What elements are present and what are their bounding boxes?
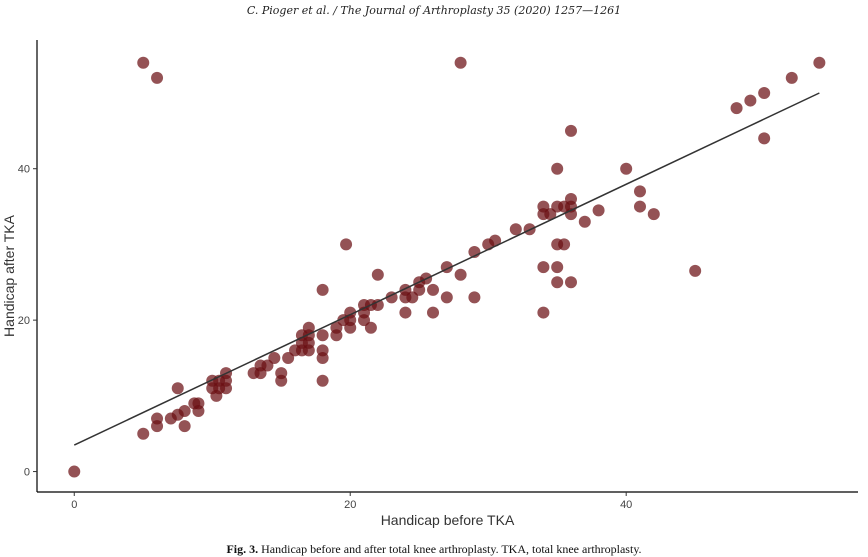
data-point	[647, 208, 660, 221]
data-point	[406, 291, 419, 304]
data-point	[261, 359, 274, 372]
data-point	[137, 56, 150, 69]
data-point	[427, 283, 440, 296]
data-point	[192, 397, 205, 410]
data-point	[744, 94, 757, 107]
data-point	[813, 56, 826, 69]
data-point	[564, 124, 577, 137]
data-point	[620, 162, 633, 175]
x-tick-label: 20	[344, 499, 356, 511]
data-point	[268, 351, 281, 364]
data-point	[330, 321, 343, 334]
data-point	[316, 283, 329, 296]
data-point	[151, 412, 164, 425]
data-point	[551, 261, 564, 274]
data-point	[440, 291, 453, 304]
data-point	[537, 200, 550, 213]
data-point	[340, 238, 353, 251]
data-point	[371, 298, 384, 311]
data-point	[489, 234, 502, 247]
data-point	[151, 71, 164, 84]
data-point	[551, 276, 564, 289]
regression-line	[73, 92, 820, 446]
points-layer	[68, 56, 826, 478]
data-point	[302, 321, 315, 334]
ticks-layer: 0 20 40 0 20 40	[18, 164, 633, 511]
data-point	[592, 204, 605, 217]
data-point	[564, 192, 577, 205]
data-point	[633, 185, 646, 198]
data-point	[578, 215, 591, 228]
data-point	[316, 344, 329, 357]
data-point	[544, 208, 557, 221]
caption-text: Handicap before and after total knee art…	[261, 542, 642, 556]
data-point	[171, 382, 184, 395]
data-point	[758, 86, 771, 99]
x-tick-label: 0	[71, 499, 77, 511]
data-point	[454, 56, 467, 69]
x-axis-title: Handicap before TKA	[381, 512, 515, 528]
data-point	[364, 321, 377, 334]
data-point	[316, 329, 329, 342]
data-point	[537, 261, 550, 274]
data-point	[282, 351, 295, 364]
figure-caption: Fig. 3. Handicap before and after total …	[0, 542, 868, 557]
y-tick-label: 0	[24, 467, 30, 479]
data-point	[316, 374, 329, 387]
data-point	[275, 367, 288, 380]
data-point	[785, 71, 798, 84]
x-tick-label: 40	[620, 499, 632, 511]
data-point	[137, 427, 150, 440]
y-tick-label: 20	[18, 315, 30, 327]
data-point	[730, 102, 743, 115]
data-point	[468, 291, 481, 304]
data-point	[551, 162, 564, 175]
data-point	[178, 420, 191, 433]
y-axis-title: Handicap after TKA	[1, 214, 17, 337]
data-point	[178, 404, 191, 417]
data-point	[399, 306, 412, 319]
data-point	[564, 276, 577, 289]
data-point	[758, 132, 771, 145]
data-point	[633, 200, 646, 213]
y-tick-label: 40	[18, 164, 30, 176]
running-head: C. Pioger et al. / The Journal of Arthro…	[246, 4, 622, 17]
data-point	[454, 268, 467, 281]
data-point	[689, 264, 702, 277]
data-point	[427, 306, 440, 319]
data-point	[68, 465, 81, 478]
data-point	[371, 268, 384, 281]
data-point	[537, 306, 550, 319]
caption-label: Fig. 3.	[226, 542, 259, 556]
data-point	[509, 223, 522, 236]
data-point	[558, 238, 571, 251]
